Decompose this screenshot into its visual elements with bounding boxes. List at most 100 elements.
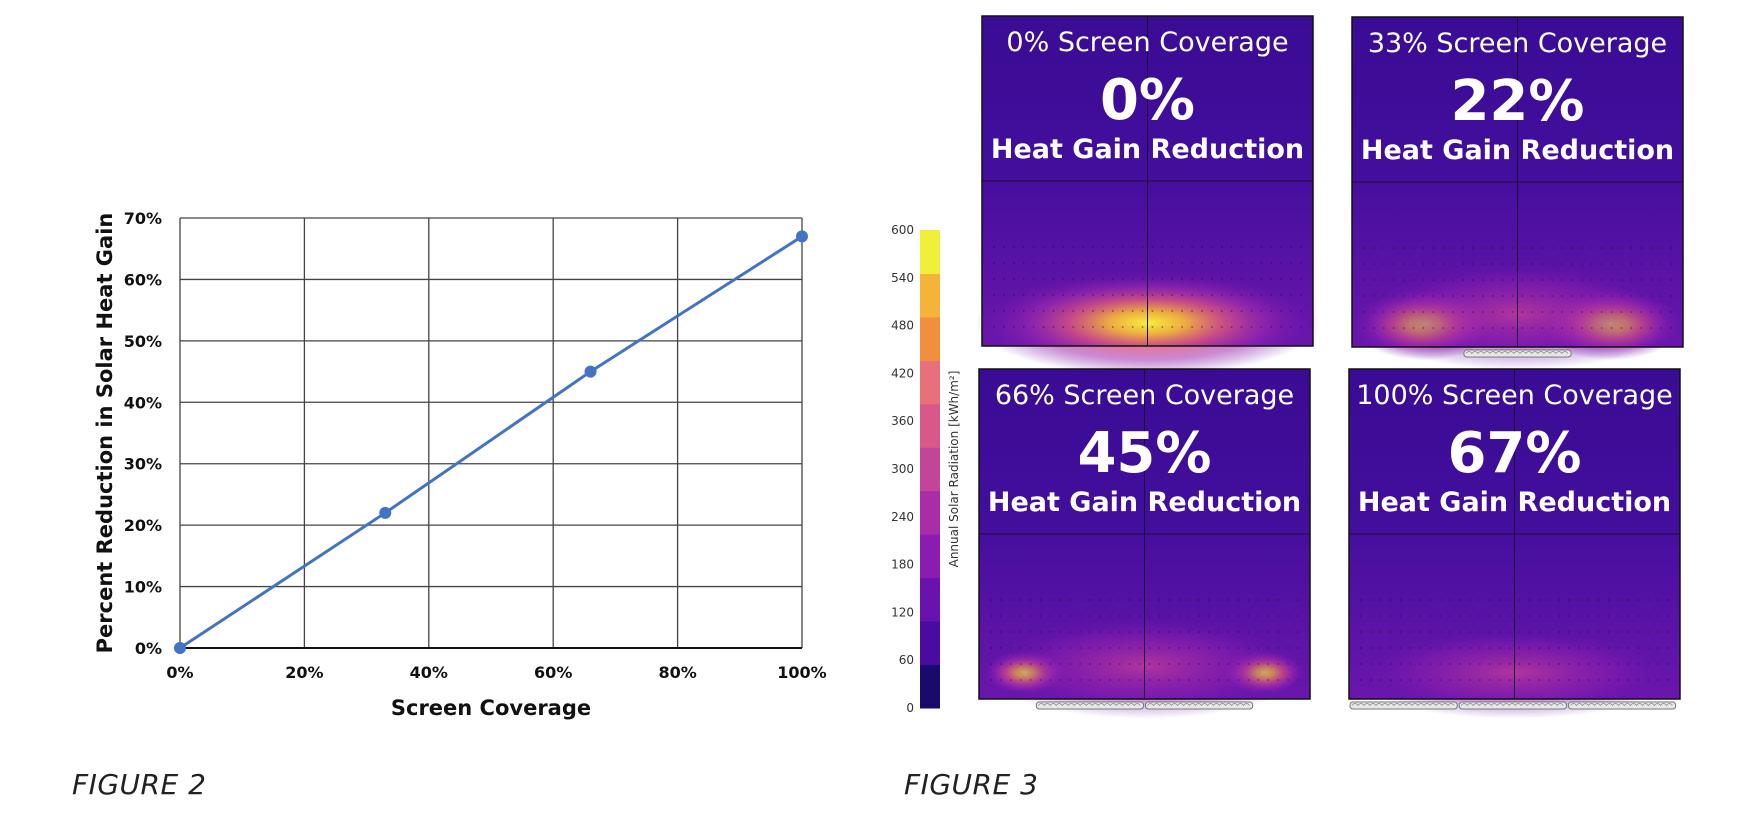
sensor-dot — [1188, 663, 1190, 665]
sensor-dot — [1419, 647, 1422, 649]
sensor-dot — [1399, 647, 1402, 649]
sensor-dot — [1069, 663, 1072, 665]
sensor-dot — [1128, 679, 1131, 681]
sensor-dot — [1029, 615, 1032, 617]
sensor-dot — [1257, 679, 1260, 681]
sensor-dot — [1432, 311, 1435, 313]
sensor-dot — [1092, 294, 1094, 296]
x-tick-label: 40% — [410, 663, 448, 682]
sensor-dot — [1052, 278, 1055, 280]
sensor-dot — [1009, 599, 1012, 601]
sensor-dot — [1032, 262, 1035, 264]
sensor-dot — [1099, 599, 1101, 601]
sensor-dot — [1131, 246, 1134, 248]
sensor-dot — [1151, 326, 1154, 328]
panel-reduction-value: 22% — [1450, 69, 1584, 134]
sensor-dot — [1551, 263, 1554, 265]
sensor-dot — [1198, 599, 1200, 601]
sensor-dot — [1227, 615, 1230, 617]
sensor-dot — [1052, 262, 1055, 264]
sensor-dot — [1009, 647, 1012, 649]
panel-reduction-label: Heat Gain Reduction — [988, 487, 1301, 518]
sensor-dot — [1650, 295, 1653, 297]
sensor-dot — [990, 663, 992, 665]
sensor-dot — [1587, 615, 1590, 617]
sensor-dot — [1003, 294, 1005, 296]
sensor-dot — [1571, 263, 1573, 265]
sensor-dot — [1108, 631, 1111, 633]
sensor-dot — [1092, 262, 1094, 264]
sensor-dot — [1449, 631, 1452, 633]
panel-border — [978, 368, 1311, 700]
sensor-dot — [1138, 647, 1141, 649]
sensor-dot — [1518, 663, 1521, 665]
sensor-dot — [1469, 647, 1471, 649]
sensor-dot — [1121, 246, 1124, 248]
figure-3-caption: FIGURE 3 — [904, 768, 1039, 801]
sensor-dot — [1462, 279, 1464, 281]
sensor-dot — [1373, 311, 1375, 313]
sensor-dot — [1198, 631, 1200, 633]
sensor-dot — [1637, 679, 1640, 681]
sensor-dot — [1571, 295, 1573, 297]
sensor-dot — [1521, 295, 1524, 297]
sensor-dot — [1558, 599, 1560, 601]
colorbar-segment — [920, 230, 940, 274]
sensor-dot — [1250, 294, 1253, 296]
screen-strip — [1145, 701, 1254, 710]
sensor-dot — [1128, 647, 1131, 649]
sensor-dot — [1597, 647, 1600, 649]
sensor-dot — [1181, 246, 1184, 248]
sensor-dot — [1379, 663, 1382, 665]
sensor-dot — [1462, 295, 1464, 297]
sensor-dot — [1171, 310, 1174, 312]
sensor-dot — [1399, 679, 1402, 681]
sensor-dot — [1360, 615, 1362, 617]
sensor-dot — [1042, 326, 1045, 328]
sensor-dot — [1521, 279, 1524, 281]
panel-coverage-label: 0% Screen Coverage — [1006, 27, 1288, 58]
sensor-dot — [1488, 647, 1491, 649]
sensor-dot — [1009, 663, 1012, 665]
sensor-dot — [1597, 663, 1600, 665]
colorbar-tick-label: 240 — [891, 510, 914, 524]
sensor-dot — [1501, 295, 1504, 297]
sensor-dot — [1538, 679, 1541, 681]
sensor-dot — [1201, 310, 1203, 312]
sensor-dot — [1528, 631, 1531, 633]
sensor-dot — [1409, 631, 1412, 633]
sensor-dot — [1647, 599, 1650, 601]
sensor-dot — [1640, 279, 1643, 281]
sensor-dot — [1247, 631, 1250, 633]
sensor-dot — [1082, 326, 1085, 328]
chart-grid — [179, 217, 803, 649]
sensor-dot — [1528, 599, 1531, 601]
sensor-dot — [1158, 615, 1161, 617]
sensor-dot — [1370, 599, 1372, 601]
sensor-dot — [1230, 278, 1233, 280]
sensor-dot — [1079, 679, 1082, 681]
sensor-dot — [1000, 631, 1002, 633]
sensor-dot — [1620, 311, 1623, 313]
sensor-dot — [1270, 326, 1273, 328]
sensor-dot — [1558, 679, 1560, 681]
sensor-dot — [1442, 279, 1445, 281]
sensor-dot — [1481, 295, 1484, 297]
sensor-dot — [1650, 311, 1653, 313]
sensor-dot — [1449, 599, 1452, 601]
sensor-dot — [1198, 663, 1200, 665]
sensor-dot — [1247, 663, 1250, 665]
sensor-dot — [1657, 663, 1659, 665]
sensor-dot — [1118, 679, 1121, 681]
sensor-dot — [1580, 295, 1583, 297]
sensor-dot — [1637, 599, 1640, 601]
screen-strip — [1567, 701, 1677, 710]
sensor-dot — [1049, 663, 1052, 665]
sensor-dot — [1079, 631, 1082, 633]
sensor-dot — [1121, 310, 1124, 312]
sensor-dot — [1102, 326, 1104, 328]
sensor-dot — [1481, 311, 1484, 313]
sensor-dot — [1607, 615, 1610, 617]
sensor-dot — [1062, 294, 1065, 296]
